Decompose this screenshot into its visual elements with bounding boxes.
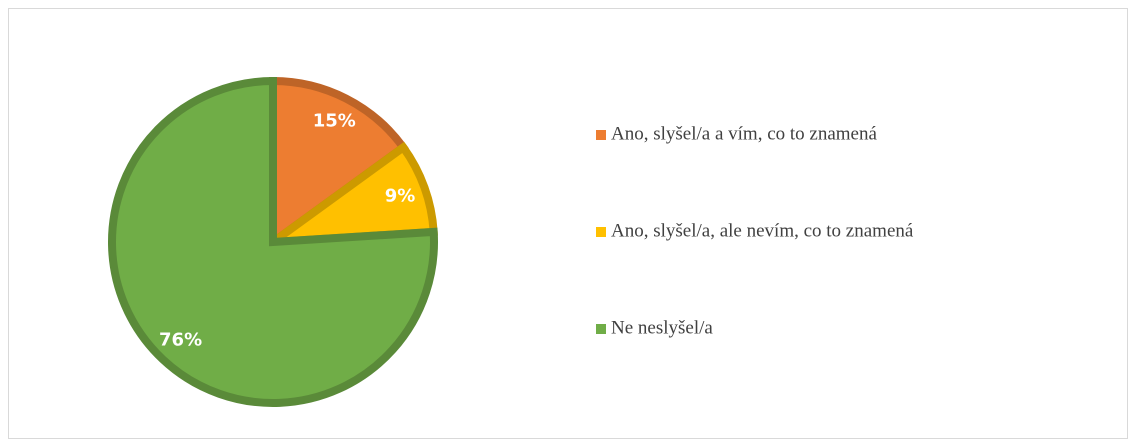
legend-swatch <box>596 324 606 334</box>
data-label: 76% <box>159 329 202 350</box>
legend-label: Ano, slyšel/a a vím, co to znamená <box>611 123 877 144</box>
pie-slice <box>269 76 409 250</box>
data-label: 15% <box>313 111 356 132</box>
legend-swatch <box>596 130 606 140</box>
pie-slice <box>108 76 438 407</box>
legend-label: Ano, slyšel/a, ale nevím, co to znamená <box>611 220 914 241</box>
legend-label: Ne neslyšel/a <box>611 317 713 338</box>
data-label: 9% <box>385 185 416 206</box>
legend-swatch <box>596 227 606 237</box>
